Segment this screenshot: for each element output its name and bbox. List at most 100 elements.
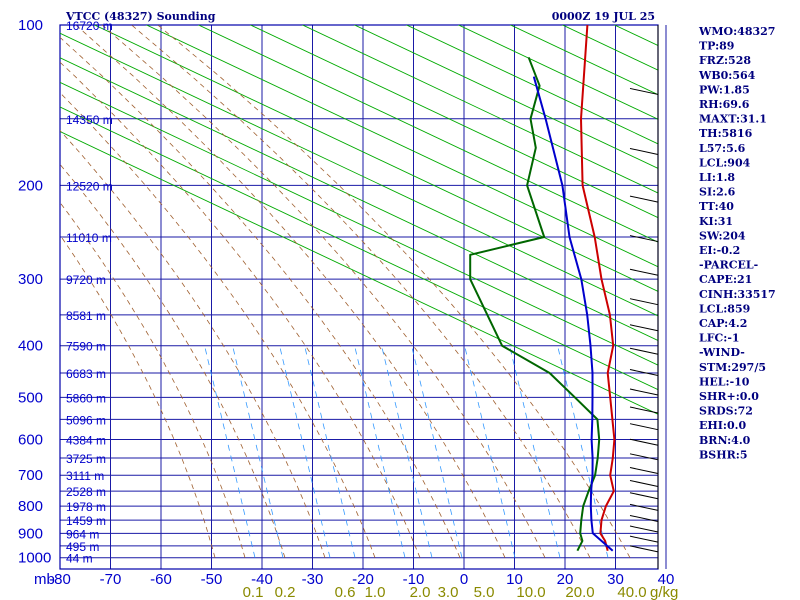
pressure-tick-label: 200 [18, 177, 43, 194]
moist-adiabat-line [60, 163, 286, 558]
index-line: SHR+:0.0 [699, 390, 759, 403]
index-line: BRN:4.0 [699, 434, 751, 447]
wind-barb [629, 492, 659, 500]
index-line: WMO:48327 [698, 25, 775, 38]
index-line: BSHR:5 [699, 448, 748, 461]
moist-adiabat-line [60, 61, 421, 558]
pressure-tick-label: 700 [18, 467, 43, 484]
index-line: RH:69.6 [699, 98, 750, 111]
mixing-ratio-line [354, 345, 406, 558]
height-label: 6683 m [66, 367, 106, 381]
moist-adiabat-line [101, 25, 546, 558]
dry-adiabat-line [353, 25, 658, 169]
index-line: MAXT:31.1 [699, 113, 767, 126]
mixing-ratio-line [304, 345, 356, 558]
pressure-tick-label: 900 [18, 525, 43, 542]
height-label: 8581 m [66, 309, 106, 323]
height-label: 11010 m [66, 231, 112, 245]
wind-barb [629, 388, 659, 396]
pressure-tick-label: 500 [18, 389, 43, 406]
mixing-ratio-unit: g/kg [650, 584, 678, 600]
pressure-tick-label: 100 [18, 17, 43, 34]
dry-adiabat-line [145, 25, 658, 268]
axis-labels: 100 200 300 400 500 600 700 800 900 1000 mb 16720 m… [18, 17, 678, 600]
wind-barb [629, 467, 659, 475]
temperature-tick-label: -20 [352, 571, 374, 588]
temperature-tick-label: 20 [557, 571, 574, 588]
moist-adiabat-line [60, 129, 326, 558]
mixing-ratio-line [279, 345, 331, 558]
moist-adiabat-line [75, 25, 506, 558]
height-label: 2528 m [66, 485, 106, 499]
index-line: TP:89 [699, 40, 734, 53]
index-line: -WIND- [699, 346, 745, 359]
temperature-tick-label: 30 [607, 571, 624, 588]
index-line: CAPE:21 [699, 273, 752, 286]
index-line: EHI:0.0 [699, 419, 746, 432]
mixing-ratio-label: 1.0 [365, 584, 386, 600]
index-line: WB0:564 [698, 69, 756, 82]
mixing-ratio-line [232, 345, 284, 558]
wind-barb [629, 503, 659, 511]
height-label: 4384 m [66, 434, 106, 448]
dry-adiabat-line [509, 25, 658, 96]
wind-barb [629, 406, 659, 414]
pressure-tick-label: 400 [18, 338, 43, 355]
pressure-unit-label: mb [34, 571, 55, 588]
wind-barb [629, 298, 659, 306]
sounding-time: 0000Z 19 JUL 25 [552, 10, 655, 23]
dewpoint-profile [469, 56, 601, 552]
height-label: 495 m [66, 540, 99, 554]
index-line: SI:2.6 [699, 186, 736, 199]
index-line: CAP:4.2 [699, 317, 747, 330]
index-line: SRDS:72 [699, 405, 753, 418]
dry-adiabat-line [93, 25, 658, 292]
index-line: EI:-0.2 [699, 244, 740, 257]
dry-adiabat-line [249, 25, 658, 219]
dry-adiabat-line [301, 25, 658, 194]
mixing-ratio-line [557, 345, 609, 558]
parcel-profile [532, 76, 614, 552]
temperature-tick-label: -70 [100, 571, 122, 588]
index-line: LCL:859 [699, 302, 750, 315]
pressure-tick-label: 600 [18, 432, 43, 449]
auxiliary-lines [60, 25, 658, 558]
height-label: 7590 m [66, 340, 106, 354]
height-label: 5860 m [66, 391, 106, 405]
temperature-tick-label: 10 [506, 571, 523, 588]
station-title: VTCC (48327) Sounding [65, 10, 216, 23]
height-label: 5096 m [66, 413, 106, 427]
index-line: LI:1.8 [699, 171, 735, 184]
pressure-tick-label: 300 [18, 271, 43, 288]
dry-adiabat-line [60, 57, 658, 341]
mixing-ratio-line [411, 345, 463, 558]
dry-adiabat-line [405, 25, 658, 145]
mixing-ratio-label: 0.6 [335, 584, 356, 600]
wind-barb [629, 87, 659, 95]
pressure-tick-label: 800 [18, 498, 43, 515]
moist-adiabat-line [131, 25, 591, 558]
mixing-ratio-label: 40.0 [617, 584, 646, 600]
wind-barbs [629, 25, 659, 569]
pressure-tick-label: 1000 [18, 550, 51, 567]
wind-barb [629, 369, 659, 377]
index-line: KI:31 [699, 215, 733, 228]
mixing-ratio-label: 20.0 [565, 584, 594, 600]
wind-barb [629, 347, 659, 355]
height-label: 3725 m [66, 452, 106, 466]
height-label: 12520 m [66, 179, 113, 193]
wind-barb [629, 525, 659, 533]
index-line: TT:40 [699, 200, 734, 213]
dry-adiabat-line [60, 106, 658, 391]
index-line: -PARCEL- [699, 259, 758, 272]
dry-adiabat-line [60, 131, 658, 415]
wind-barb [629, 195, 659, 203]
height-label: 16720 m [66, 19, 113, 33]
grid-layer [59, 24, 667, 570]
dry-adiabat-line [197, 25, 658, 243]
wind-barb [629, 545, 659, 553]
index-line: CINH:33517 [699, 288, 776, 301]
height-label: 3111 m [66, 469, 104, 483]
